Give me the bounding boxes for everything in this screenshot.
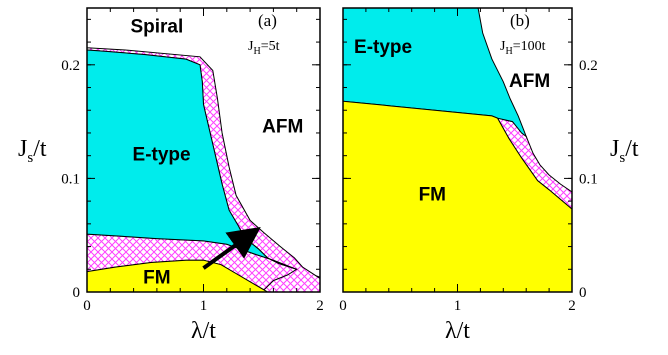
panel-label: (a) — [258, 11, 277, 30]
panel-b-plot-area — [343, 8, 572, 292]
panel-b-region-labels: E-type FM AFM (b) JH=100t — [354, 11, 550, 205]
e-type-label: E-type — [354, 37, 412, 58]
fm-label: FM — [143, 267, 170, 288]
y-tick-label: 0 — [579, 285, 587, 301]
y-tick-label: 0.1 — [579, 171, 598, 187]
x-tick-label: 0 — [339, 298, 347, 314]
afm-label: AFM — [509, 71, 550, 92]
jh-parameter-label: JH=100t — [500, 39, 546, 57]
y-tick-label: 0.1 — [61, 171, 80, 187]
jh-parameter-label: JH=5t — [248, 39, 280, 57]
x-tick-label: 2 — [316, 298, 324, 314]
x-tick-label: 1 — [454, 298, 462, 314]
transition-arrow — [202, 226, 261, 270]
panel-a: Spiral E-type FM AFM (a) JH=5t 0 1 2 0 0.1 0.2 λ/t J… — [18, 7, 324, 344]
panel-a-regions — [87, 8, 320, 292]
afm-label: AFM — [262, 116, 303, 137]
panel-a-plot-area — [87, 8, 320, 292]
fm-label: FM — [419, 184, 446, 205]
y-tick-label: 0 — [73, 285, 81, 301]
e-type-label: E-type — [133, 145, 191, 166]
x-tick-label: 1 — [200, 298, 208, 314]
panel-b-axes: 0 1 200.10.2λ/tJs/t — [339, 7, 639, 344]
panel-label: (b) — [510, 11, 530, 30]
x-tick-label: 2 — [568, 298, 576, 314]
panel-a-axes: 0 1 2 0 0.1 0.2 λ/t Js/t — [18, 7, 324, 344]
x-tick-label: 0 — [83, 298, 91, 314]
panel-a-region-labels: Spiral E-type FM AFM (a) JH=5t — [130, 11, 303, 288]
y-axis-title: Js/t — [18, 136, 47, 166]
fm-region — [343, 100, 572, 292]
y-axis-title: Js/t — [610, 136, 639, 166]
x-axis-title: λ/t — [445, 318, 470, 344]
panel-b-regions — [343, 8, 572, 292]
y-tick-label: 0.2 — [61, 58, 80, 74]
y-tick-label: 0.2 — [579, 58, 598, 74]
x-axis-title: λ/t — [191, 318, 216, 344]
fm-region — [87, 259, 269, 292]
spiral-label: Spiral — [130, 16, 183, 37]
